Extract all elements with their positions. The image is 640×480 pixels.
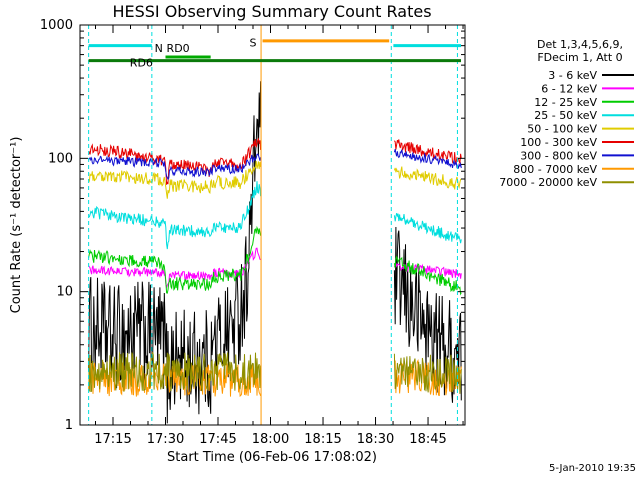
series-line-7000-20000-keV [393,353,462,394]
series-line-25-50-keV [393,213,462,244]
flags-group: N S RD6 RD0 [88,25,462,425]
series-line-12-25-keV [88,225,262,294]
legend-label-12-25-keV: 12 - 25 keV [534,96,597,109]
y-tick-label: 1 [65,418,73,433]
x-tick-label: 18:45 [409,432,446,447]
x-tick-label: 18:15 [304,432,341,447]
x-tick-label: 17:30 [147,432,184,447]
legend-header: FDecim 1, Att 0 [537,51,622,64]
x-tick-label: 18:00 [252,432,289,447]
legend-label-6-12-keV: 6 - 12 keV [541,82,597,95]
series-line-25-50-keV [88,181,262,250]
series-line-50-100-keV [88,161,262,199]
legend-label-100-300-keV: 100 - 300 keV [520,136,597,149]
series-line-3-6-keV [88,81,262,424]
x-tick-label: 17:45 [199,432,236,447]
legend-label-50-100-keV: 50 - 100 keV [527,123,597,136]
legend-label-3-6-keV: 3 - 6 keV [548,69,597,82]
y-tick-label: 1000 [40,18,73,33]
legend-label-300-800-keV: 300 - 800 keV [520,149,597,162]
series-line-50-100-keV [393,166,462,190]
legend-label-25-50-keV: 25 - 50 keV [534,109,597,122]
plot-border [79,24,466,426]
legend-group: Det 1,3,4,5,6,9,FDecim 1, Att 0 3 - 6 keV… [499,38,634,189]
flag-label-night: N [155,42,163,55]
series-group [88,81,462,424]
y-tick-label: 100 [48,151,73,166]
y-tick-label: 10 [56,285,73,300]
flag-label-rd6: RD6 [130,56,153,69]
series-line-12-25-keV [393,254,462,296]
series-line-300-800-keV [393,148,462,169]
legend-header: Det 1,3,4,5,6,9, [537,38,623,51]
flag-label-saa: S [250,36,257,49]
x-tick-label: 18:30 [357,432,394,447]
legend-label-800-7000-keV: 800 - 7000 keV [513,163,597,176]
series-line-100-300-keV [393,139,462,165]
y-axis-label: Count Rate (s⁻¹ detector⁻¹) [9,137,24,314]
series-line-3-6-keV [393,226,462,403]
series-line-7000-20000-keV [88,351,262,392]
chart-title: HESSI Observing Summary Count Rates [112,2,431,21]
series-line-300-800-keV [88,153,262,181]
legend-label-7000-20000-keV: 7000 - 20000 keV [499,176,597,189]
x-axis-label: Start Time (06-Feb-06 17:08:02) [167,450,377,465]
flag-label-rd0: RD0 [167,42,190,55]
series-line-100-300-keV [88,137,262,185]
generation-timestamp: 5-Jan-2010 19:35 [549,463,636,474]
x-tick-label: 17:15 [94,432,131,447]
